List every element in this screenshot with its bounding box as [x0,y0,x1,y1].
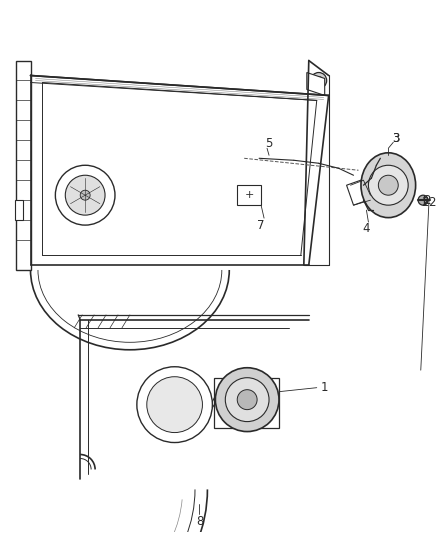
Polygon shape [16,61,31,270]
Circle shape [368,165,408,205]
Polygon shape [307,72,325,95]
Circle shape [315,77,323,84]
Circle shape [147,377,202,433]
Circle shape [65,175,105,215]
Text: 5: 5 [265,137,273,150]
Circle shape [80,190,90,200]
Text: 2: 2 [423,193,431,207]
Polygon shape [237,185,261,205]
Circle shape [215,368,279,432]
Polygon shape [214,378,279,427]
Ellipse shape [361,153,416,217]
Polygon shape [14,200,23,220]
Text: 7: 7 [258,219,265,232]
Text: 3: 3 [392,132,399,145]
Circle shape [237,390,257,410]
Text: 2: 2 [428,196,435,208]
Circle shape [225,378,269,422]
Circle shape [55,165,115,225]
Circle shape [311,72,327,88]
Polygon shape [346,178,373,205]
Circle shape [378,175,398,195]
Text: 8: 8 [196,515,203,528]
Text: 3: 3 [392,132,400,145]
Circle shape [137,367,212,442]
Text: 1: 1 [321,381,328,394]
Text: 4: 4 [363,222,370,235]
Circle shape [418,195,428,205]
Text: +: + [244,190,254,200]
Text: 2: 2 [421,196,429,208]
